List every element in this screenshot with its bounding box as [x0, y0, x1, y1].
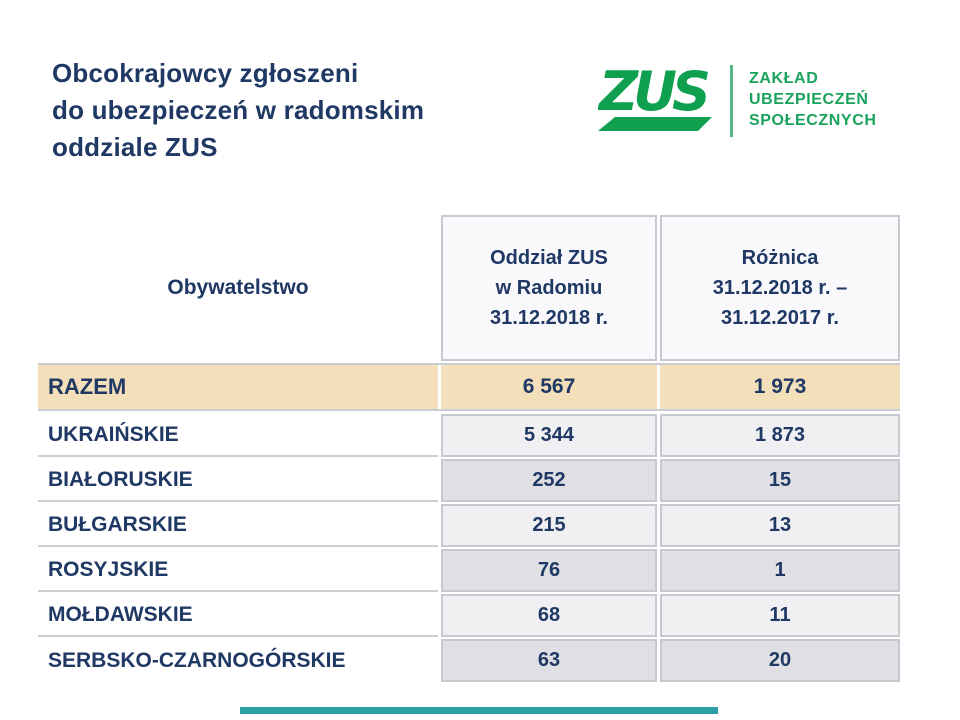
- header-line: w Radomiu: [495, 277, 603, 299]
- row-value-2018: 76: [441, 549, 657, 592]
- header-line: 31.12.2018 r.: [490, 307, 608, 329]
- row-value-2018: 215: [441, 504, 657, 547]
- page-title-line: do ubezpieczeń w radomskim: [52, 95, 425, 125]
- row-value-2018: 252: [441, 459, 657, 502]
- row-name: SERBSKO-CZARNOGÓRSKIE: [38, 639, 438, 682]
- page-title-line: oddziale ZUS: [52, 132, 218, 162]
- table-header-row: Obywatelstwo Oddział ZUS w Radomiu 31.12…: [38, 215, 900, 361]
- row-difference: 15: [660, 459, 900, 502]
- row-name: ROSYJSKIE: [38, 549, 438, 592]
- row-difference: 20: [660, 639, 900, 682]
- header-citizenship: Obywatelstwo: [167, 276, 309, 299]
- total-name: RAZEM: [38, 365, 438, 409]
- row-value-2018: 63: [441, 639, 657, 682]
- table-row: BUŁGARSKIE 215 13: [38, 504, 900, 547]
- total-difference: 1 973: [660, 365, 900, 409]
- row-name: BUŁGARSKIE: [38, 504, 438, 547]
- zus-wordmark-line: UBEZPIECZEŃ: [749, 91, 869, 108]
- row-value-2018: 5 344: [441, 414, 657, 457]
- logo-separator: [730, 65, 733, 137]
- row-name: UKRAIŃSKIE: [38, 414, 438, 457]
- table-row: MOŁDAWSKIE 68 11: [38, 594, 900, 637]
- zus-mark-text: ZUS: [598, 62, 708, 123]
- row-name: MOŁDAWSKIE: [38, 594, 438, 637]
- header-line: 31.12.2017 r.: [721, 307, 839, 329]
- table-body: UKRAIŃSKIE 5 344 1 873 BIAŁORUSKIE 252 1…: [38, 414, 900, 682]
- page-title: Obcokrajowcy zgłoszeni do ubezpieczeń w …: [52, 55, 424, 166]
- page-title-line: Obcokrajowcy zgłoszeni: [52, 58, 359, 88]
- table-row: ROSYJSKIE 76 1: [38, 549, 900, 592]
- row-difference: 13: [660, 504, 900, 547]
- total-value-2018: 6 567: [441, 365, 657, 409]
- table-row: SERBSKO-CZARNOGÓRSKIE 63 20: [38, 639, 900, 682]
- header-line: 31.12.2018 r. –: [712, 277, 848, 299]
- header-difference: Różnica 31.12.2018 r. – 31.12.2017 r.: [660, 215, 900, 361]
- table-row-total: RAZEM 6 567 1 973: [38, 363, 900, 411]
- bottom-accent-bar: [240, 707, 718, 714]
- zus-wordmark-line: ZAKŁAD: [749, 70, 819, 87]
- table-row: BIAŁORUSKIE 252 15: [38, 459, 900, 502]
- citizenship-table: Obywatelstwo Oddział ZUS w Radomiu 31.12…: [38, 215, 900, 682]
- row-value-2018: 68: [441, 594, 657, 637]
- row-difference: 11: [660, 594, 900, 637]
- zus-mark-underline: [598, 117, 712, 131]
- header-line: Różnica: [741, 247, 819, 269]
- row-difference: 1: [660, 549, 900, 592]
- header-zus-radom-2018: Oddział ZUS w Radomiu 31.12.2018 r.: [441, 215, 657, 361]
- zus-wordmark-line: SPOŁECZNYCH: [749, 112, 877, 129]
- zus-logo: ZUS ZAKŁAD UBEZPIECZEŃ SPOŁECZNYCH: [598, 62, 877, 142]
- row-difference: 1 873: [660, 414, 900, 457]
- zus-logo-icon: ZUS: [598, 62, 713, 131]
- table-row: UKRAIŃSKIE 5 344 1 873: [38, 414, 900, 457]
- row-name: BIAŁORUSKIE: [38, 459, 438, 502]
- header-line: Oddział ZUS: [490, 247, 608, 269]
- zus-wordmark: ZAKŁAD UBEZPIECZEŃ SPOŁECZNYCH: [749, 68, 877, 131]
